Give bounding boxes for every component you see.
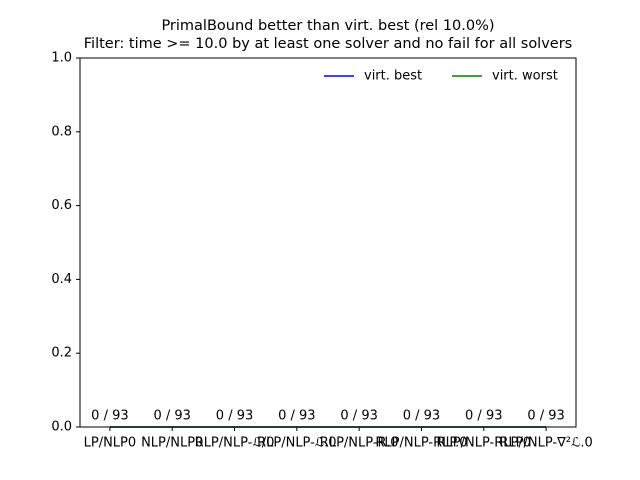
data-label: 0 / 93 (403, 409, 440, 424)
y-tick-label: 0.8 (51, 124, 72, 139)
x-tick-label: RLP/NLP-R.0 (320, 436, 399, 451)
plot-frame (79, 57, 577, 428)
data-label: 0 / 93 (216, 409, 253, 424)
y-tick-label: 1.0 (51, 51, 72, 66)
x-tick-label: RLP/NLP-RLP.0 (375, 436, 467, 451)
legend-label: virt. best (364, 69, 422, 84)
legend-label: virt. worst (492, 69, 558, 84)
y-tick-label: 0.2 (51, 346, 72, 361)
data-label: 0 / 93 (340, 409, 377, 424)
x-tick-label: RLP/NLP-∇²ℒ.0 (499, 436, 592, 451)
data-label: 0 / 93 (527, 409, 564, 424)
data-label: 0 / 93 (153, 409, 190, 424)
x-tick-label: LP/NLP0 (84, 436, 137, 451)
x-tick-label: RLP/NLP-ℒ/0 (195, 436, 275, 451)
chart-title: PrimalBound better than virt. best (rel … (161, 18, 494, 34)
chart-subtitle: Filter: time >= 10.0 by at least one sol… (84, 36, 572, 52)
x-tick-label: RLP/NLP-ℒ.0 (257, 436, 336, 451)
x-tick-label: RLP/NLP-RLP/0 (437, 436, 531, 451)
data-label: 0 / 93 (91, 409, 128, 424)
data-label: 0 / 93 (465, 409, 502, 424)
y-tick-label: 0.4 (51, 272, 72, 287)
y-tick-label: 0.0 (51, 420, 72, 435)
data-label: 0 / 93 (278, 409, 315, 424)
x-tick-label: NLP/NLP0 (141, 436, 203, 451)
y-tick-label: 0.6 (51, 198, 72, 213)
